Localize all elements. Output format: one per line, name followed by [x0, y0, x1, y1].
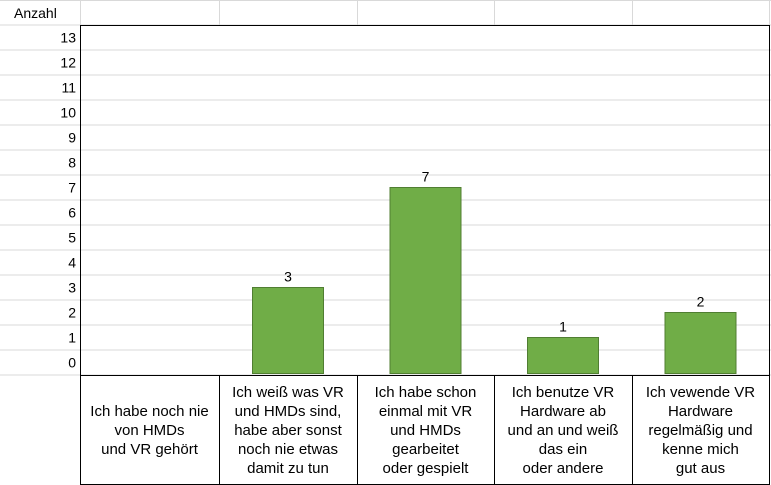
x-category-line: regelmäßig und — [648, 421, 753, 439]
bar-4 — [664, 312, 737, 374]
data-label-1: 3 — [284, 269, 292, 285]
data-labels: 3 7 1 2 — [284, 169, 705, 335]
x-category-line: und VR gehört — [101, 440, 198, 458]
y-tick-label: 6 — [68, 205, 76, 221]
x-category-line: damit zu tun — [247, 459, 329, 477]
x-category-line: von HMDs — [114, 421, 185, 439]
y-tick-label: 12 — [60, 55, 76, 71]
x-category-line: Hardware — [667, 402, 733, 420]
x-category-label-2: Ich habe schon einmal mit VR und HMDs gearb… — [357, 376, 494, 484]
x-category-line: oder gespielt — [382, 459, 469, 477]
data-label-4: 2 — [697, 294, 705, 310]
x-category-line: habe aber sonst — [234, 421, 342, 439]
y-tick-label: 8 — [68, 155, 76, 171]
y-tick-label: 13 — [60, 30, 76, 46]
bar-3 — [527, 337, 599, 374]
x-category-line: Ich weiß was VR — [232, 383, 344, 401]
bars — [252, 187, 737, 374]
x-category-line: Ich habe schon — [374, 383, 477, 401]
y-tick-label: 3 — [68, 280, 76, 296]
bar-1 — [252, 287, 324, 374]
data-label-3: 1 — [559, 319, 567, 335]
x-category-label-4: Ich vewende VR Hardware regelmäßig und kenn… — [632, 376, 769, 484]
y-tick-label: 2 — [68, 305, 76, 321]
y-tick-label: 9 — [68, 130, 76, 146]
x-category-line: gut aus — [675, 459, 726, 477]
x-category-line: Ich vewende VR — [645, 383, 756, 401]
x-category-line: einmal mit VR — [378, 402, 473, 420]
y-tick-label: 11 — [61, 80, 76, 96]
x-category-line: und HMDs sind, — [234, 402, 342, 420]
y-tick-label: 5 — [68, 230, 76, 246]
x-category-line: Ich habe noch nie — [90, 402, 209, 420]
bar-2 — [389, 187, 462, 374]
data-label-2: 7 — [422, 169, 430, 185]
x-category-line: oder andere — [522, 459, 604, 477]
y-tick-label: 7 — [68, 180, 76, 196]
x-category-label-3: Ich benutze VR Hardware ab und an und weiß… — [494, 376, 632, 484]
x-category-line: und HMDs — [390, 421, 461, 439]
y-axis-label: Anzahl — [14, 5, 57, 21]
x-category-label-1: Ich weiß was VR und HMDs sind, habe aber s… — [219, 376, 357, 484]
x-category-line: und an und weiß — [507, 421, 619, 439]
y-tick-label: 1 — [68, 330, 76, 346]
y-tick-label: 0 — [68, 355, 76, 371]
y-tick-label: 4 — [68, 255, 76, 271]
x-category-line: das ein — [538, 440, 588, 458]
x-category-line: Ich benutze VR — [511, 383, 615, 401]
x-category-line: gearbeitet — [392, 440, 459, 458]
x-category-line: noch nie etwas — [237, 440, 339, 458]
x-category-line: Hardware ab — [520, 402, 606, 420]
x-category-line: kenne mich — [662, 440, 739, 458]
x-category-label-0: Ich habe noch nie von HMDs und VR gehört — [80, 376, 219, 484]
y-tick-label: 10 — [60, 105, 76, 121]
